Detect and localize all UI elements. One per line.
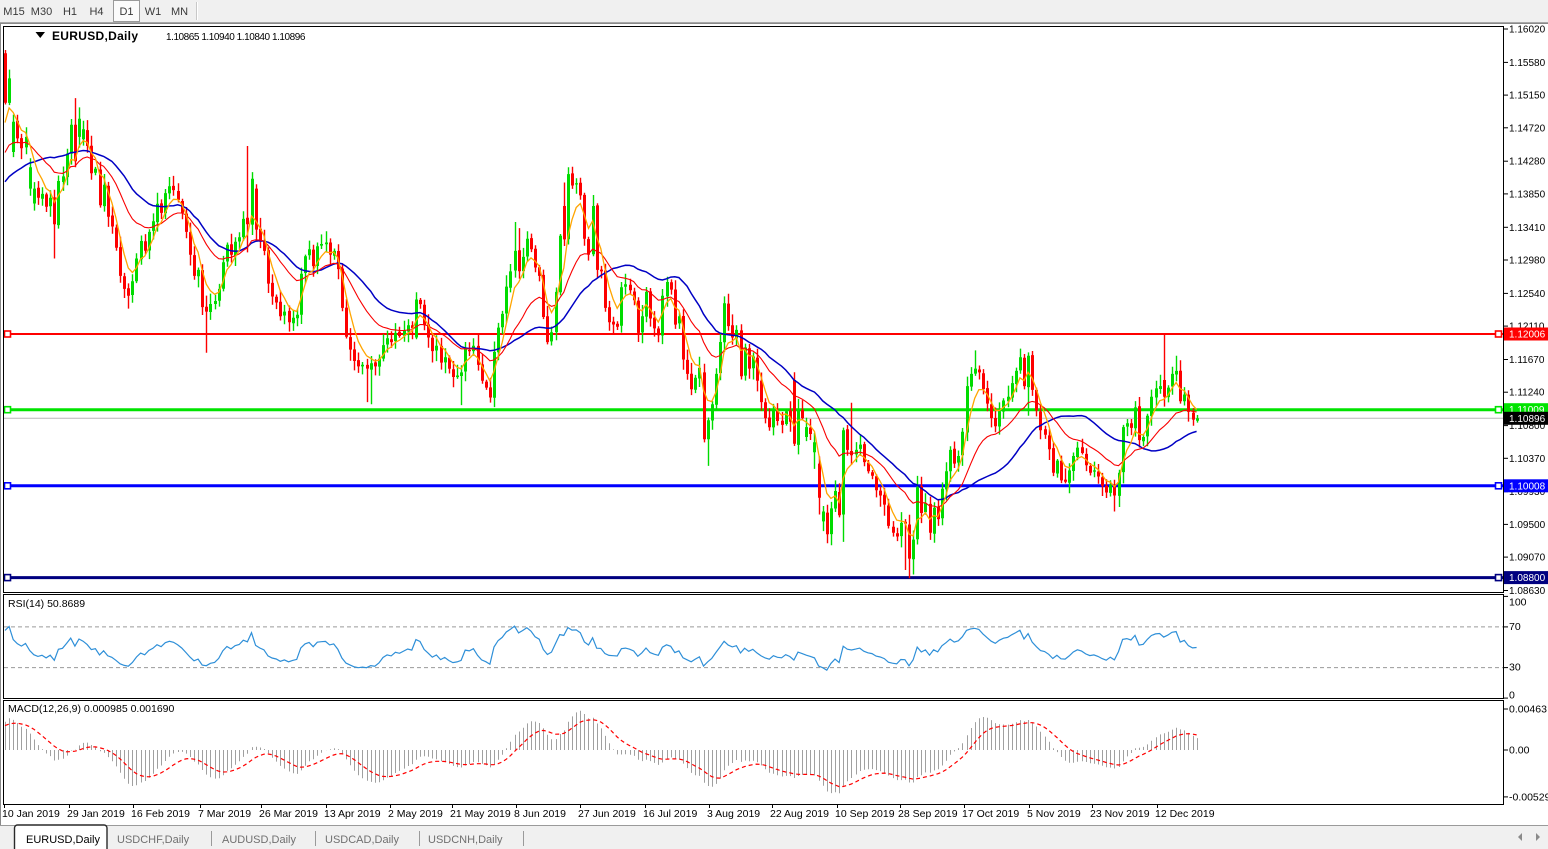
svg-text:1.16020: 1.16020 [1509, 25, 1546, 36]
svg-text:1.10896: 1.10896 [1509, 414, 1546, 425]
svg-text:1.15580: 1.15580 [1509, 58, 1546, 69]
svg-text:22 Aug 2019: 22 Aug 2019 [770, 808, 829, 820]
svg-text:EURUSD,Daily: EURUSD,Daily [26, 834, 100, 846]
svg-text:1.11240: 1.11240 [1509, 388, 1545, 399]
svg-text:28 Sep 2019: 28 Sep 2019 [898, 808, 958, 820]
svg-text:1.12980: 1.12980 [1509, 256, 1546, 267]
svg-text:1.14280: 1.14280 [1509, 157, 1546, 168]
svg-text:D1: D1 [119, 6, 133, 18]
svg-text:23 Nov 2019: 23 Nov 2019 [1090, 808, 1150, 820]
svg-text:USDCHF,Daily: USDCHF,Daily [117, 834, 190, 846]
svg-text:2 May 2019: 2 May 2019 [388, 808, 443, 820]
svg-text:H4: H4 [89, 6, 103, 18]
svg-text:1.10865 1.10940 1.10840 1.1089: 1.10865 1.10940 1.10840 1.10896 [166, 32, 306, 43]
svg-text:MACD(12,26,9) 0.000985 0.00169: MACD(12,26,9) 0.000985 0.001690 [8, 703, 175, 715]
svg-text:1.11009: 1.11009 [1509, 405, 1545, 416]
svg-text:29 Jan 2019: 29 Jan 2019 [67, 808, 125, 820]
svg-text:-0.005299: -0.005299 [1509, 791, 1548, 803]
svg-text:1.08800: 1.08800 [1509, 573, 1546, 584]
svg-text:USDCNH,Daily: USDCNH,Daily [428, 834, 503, 846]
svg-text:30: 30 [1509, 662, 1521, 674]
svg-text:13 Apr 2019: 13 Apr 2019 [324, 808, 381, 820]
svg-text:AUDUSD,Daily: AUDUSD,Daily [222, 834, 296, 846]
svg-text:1.09070: 1.09070 [1509, 553, 1546, 564]
svg-text:10 Sep 2019: 10 Sep 2019 [835, 808, 895, 820]
svg-text:21 May 2019: 21 May 2019 [450, 808, 511, 820]
svg-text:70: 70 [1509, 621, 1521, 633]
svg-text:W1: W1 [145, 6, 162, 18]
svg-text:3 Aug 2019: 3 Aug 2019 [707, 808, 760, 820]
svg-text:1.11670: 1.11670 [1509, 355, 1545, 366]
svg-text:0.00: 0.00 [1509, 745, 1530, 757]
svg-text:1.13410: 1.13410 [1509, 223, 1546, 234]
svg-text:26 Mar 2019: 26 Mar 2019 [259, 808, 318, 820]
svg-text:7 Mar 2019: 7 Mar 2019 [198, 808, 251, 820]
svg-text:5 Nov 2019: 5 Nov 2019 [1027, 808, 1081, 820]
svg-text:MN: MN [171, 6, 188, 18]
svg-text:M30: M30 [31, 6, 52, 18]
svg-text:16 Jul 2019: 16 Jul 2019 [643, 808, 697, 820]
svg-text:1.09930: 1.09930 [1509, 487, 1546, 498]
svg-text:H1: H1 [63, 6, 77, 18]
svg-text:27 Jun 2019: 27 Jun 2019 [578, 808, 636, 820]
svg-text:1.12540: 1.12540 [1509, 289, 1546, 300]
svg-text:1.12006: 1.12006 [1509, 330, 1546, 341]
svg-text:1.09500: 1.09500 [1509, 520, 1546, 531]
svg-text:17 Oct 2019: 17 Oct 2019 [962, 808, 1019, 820]
svg-text:1.14720: 1.14720 [1509, 123, 1546, 134]
svg-text:12 Dec 2019: 12 Dec 2019 [1155, 808, 1215, 820]
svg-text:100: 100 [1509, 597, 1527, 609]
svg-text:0: 0 [1509, 690, 1515, 702]
svg-text:8 Jun 2019: 8 Jun 2019 [514, 808, 566, 820]
svg-text:1.13850: 1.13850 [1509, 189, 1546, 200]
svg-text:RSI(14) 50.8689: RSI(14) 50.8689 [8, 598, 85, 610]
svg-text:1.10370: 1.10370 [1509, 454, 1546, 465]
svg-text:0.00463: 0.00463 [1509, 704, 1547, 716]
svg-text:EURUSD,Daily: EURUSD,Daily [52, 29, 138, 43]
svg-text:1.15150: 1.15150 [1509, 91, 1546, 102]
svg-text:M15: M15 [3, 6, 24, 18]
svg-text:1.08630: 1.08630 [1509, 586, 1546, 597]
svg-text:1.12110: 1.12110 [1509, 322, 1545, 333]
svg-text:1.10008: 1.10008 [1509, 481, 1546, 492]
svg-text:USDCAD,Daily: USDCAD,Daily [325, 834, 399, 846]
svg-text:1.10800: 1.10800 [1509, 421, 1546, 432]
svg-text:10 Jan 2019: 10 Jan 2019 [2, 808, 60, 820]
svg-text:16 Feb 2019: 16 Feb 2019 [131, 808, 190, 820]
